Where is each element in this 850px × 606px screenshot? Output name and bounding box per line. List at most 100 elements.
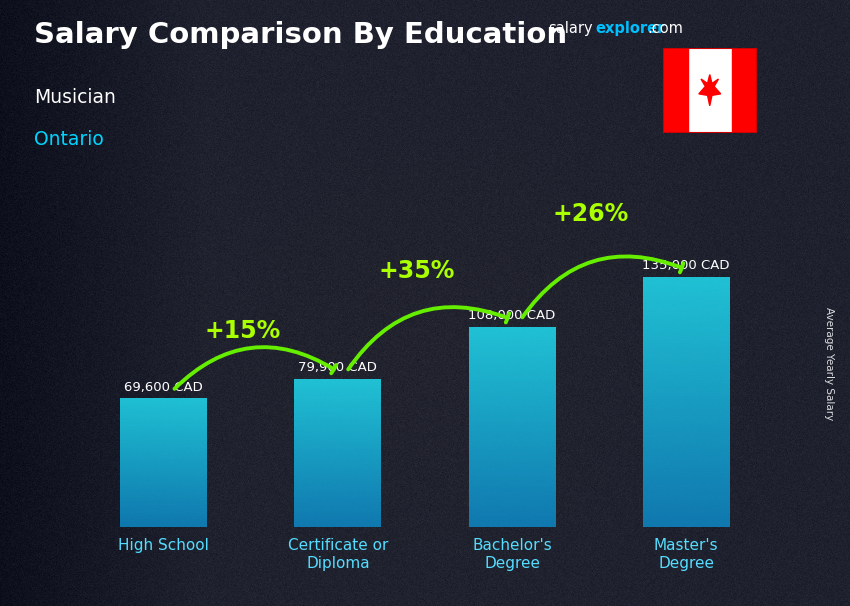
Bar: [468, 492, 556, 494]
Bar: [120, 464, 207, 466]
Bar: [468, 452, 556, 454]
Bar: [643, 518, 730, 521]
Bar: [468, 387, 556, 390]
Bar: [468, 327, 556, 330]
Bar: [120, 401, 207, 403]
Bar: [468, 500, 556, 502]
Bar: [643, 358, 730, 361]
Bar: [643, 318, 730, 321]
Bar: [643, 327, 730, 330]
Bar: [663, 48, 688, 133]
Bar: [643, 452, 730, 455]
Bar: [294, 522, 382, 524]
Bar: [468, 487, 556, 490]
Bar: [294, 427, 382, 429]
Bar: [643, 418, 730, 421]
Bar: [294, 490, 382, 492]
Bar: [468, 447, 556, 450]
Bar: [468, 370, 556, 372]
Bar: [120, 437, 207, 439]
Bar: [120, 422, 207, 424]
Bar: [294, 478, 382, 479]
Bar: [294, 524, 382, 525]
Bar: [643, 433, 730, 436]
Bar: [643, 342, 730, 346]
Bar: [294, 444, 382, 446]
Bar: [294, 464, 382, 466]
Bar: [120, 490, 207, 491]
Bar: [294, 479, 382, 481]
Bar: [643, 514, 730, 518]
Bar: [294, 387, 382, 388]
Bar: [468, 410, 556, 412]
Bar: [294, 381, 382, 383]
Bar: [294, 483, 382, 485]
Bar: [643, 333, 730, 336]
Bar: [643, 280, 730, 283]
Bar: [120, 416, 207, 418]
Bar: [468, 507, 556, 510]
Bar: [643, 355, 730, 358]
Bar: [120, 495, 207, 496]
Bar: [643, 380, 730, 384]
Bar: [294, 507, 382, 508]
Bar: [468, 365, 556, 367]
Bar: [120, 415, 207, 416]
Bar: [120, 481, 207, 482]
Bar: [120, 418, 207, 419]
Bar: [643, 387, 730, 390]
Bar: [294, 442, 382, 444]
Bar: [120, 487, 207, 488]
Text: 69,600 CAD: 69,600 CAD: [124, 381, 203, 393]
Bar: [468, 362, 556, 365]
Bar: [468, 330, 556, 332]
Bar: [643, 415, 730, 418]
Bar: [120, 524, 207, 525]
Bar: [294, 492, 382, 494]
Bar: [468, 347, 556, 350]
Bar: [643, 421, 730, 424]
Bar: [120, 479, 207, 481]
Bar: [643, 399, 730, 402]
Bar: [468, 462, 556, 465]
Bar: [120, 406, 207, 408]
Bar: [120, 491, 207, 493]
Bar: [120, 478, 207, 479]
Bar: [643, 371, 730, 374]
Bar: [120, 506, 207, 508]
Text: +35%: +35%: [378, 259, 455, 284]
Bar: [468, 367, 556, 370]
Bar: [120, 525, 207, 527]
Bar: [643, 468, 730, 471]
Bar: [468, 339, 556, 342]
Bar: [294, 438, 382, 440]
Bar: [643, 439, 730, 443]
Bar: [468, 412, 556, 415]
Bar: [643, 521, 730, 524]
Bar: [294, 429, 382, 431]
Bar: [294, 508, 382, 511]
Bar: [120, 451, 207, 453]
Bar: [468, 359, 556, 362]
Bar: [643, 321, 730, 324]
Bar: [643, 349, 730, 352]
Bar: [294, 401, 382, 403]
Bar: [643, 361, 730, 365]
Bar: [120, 485, 207, 487]
Bar: [643, 471, 730, 474]
Bar: [294, 425, 382, 427]
Bar: [294, 496, 382, 498]
Bar: [468, 332, 556, 335]
Bar: [120, 508, 207, 510]
Bar: [120, 405, 207, 406]
Bar: [120, 505, 207, 506]
Bar: [120, 488, 207, 490]
Bar: [468, 415, 556, 417]
Bar: [643, 283, 730, 287]
Bar: [120, 429, 207, 430]
Bar: [294, 446, 382, 448]
Bar: [120, 522, 207, 524]
Bar: [643, 458, 730, 462]
Text: 135,000 CAD: 135,000 CAD: [643, 259, 730, 272]
Bar: [468, 432, 556, 435]
